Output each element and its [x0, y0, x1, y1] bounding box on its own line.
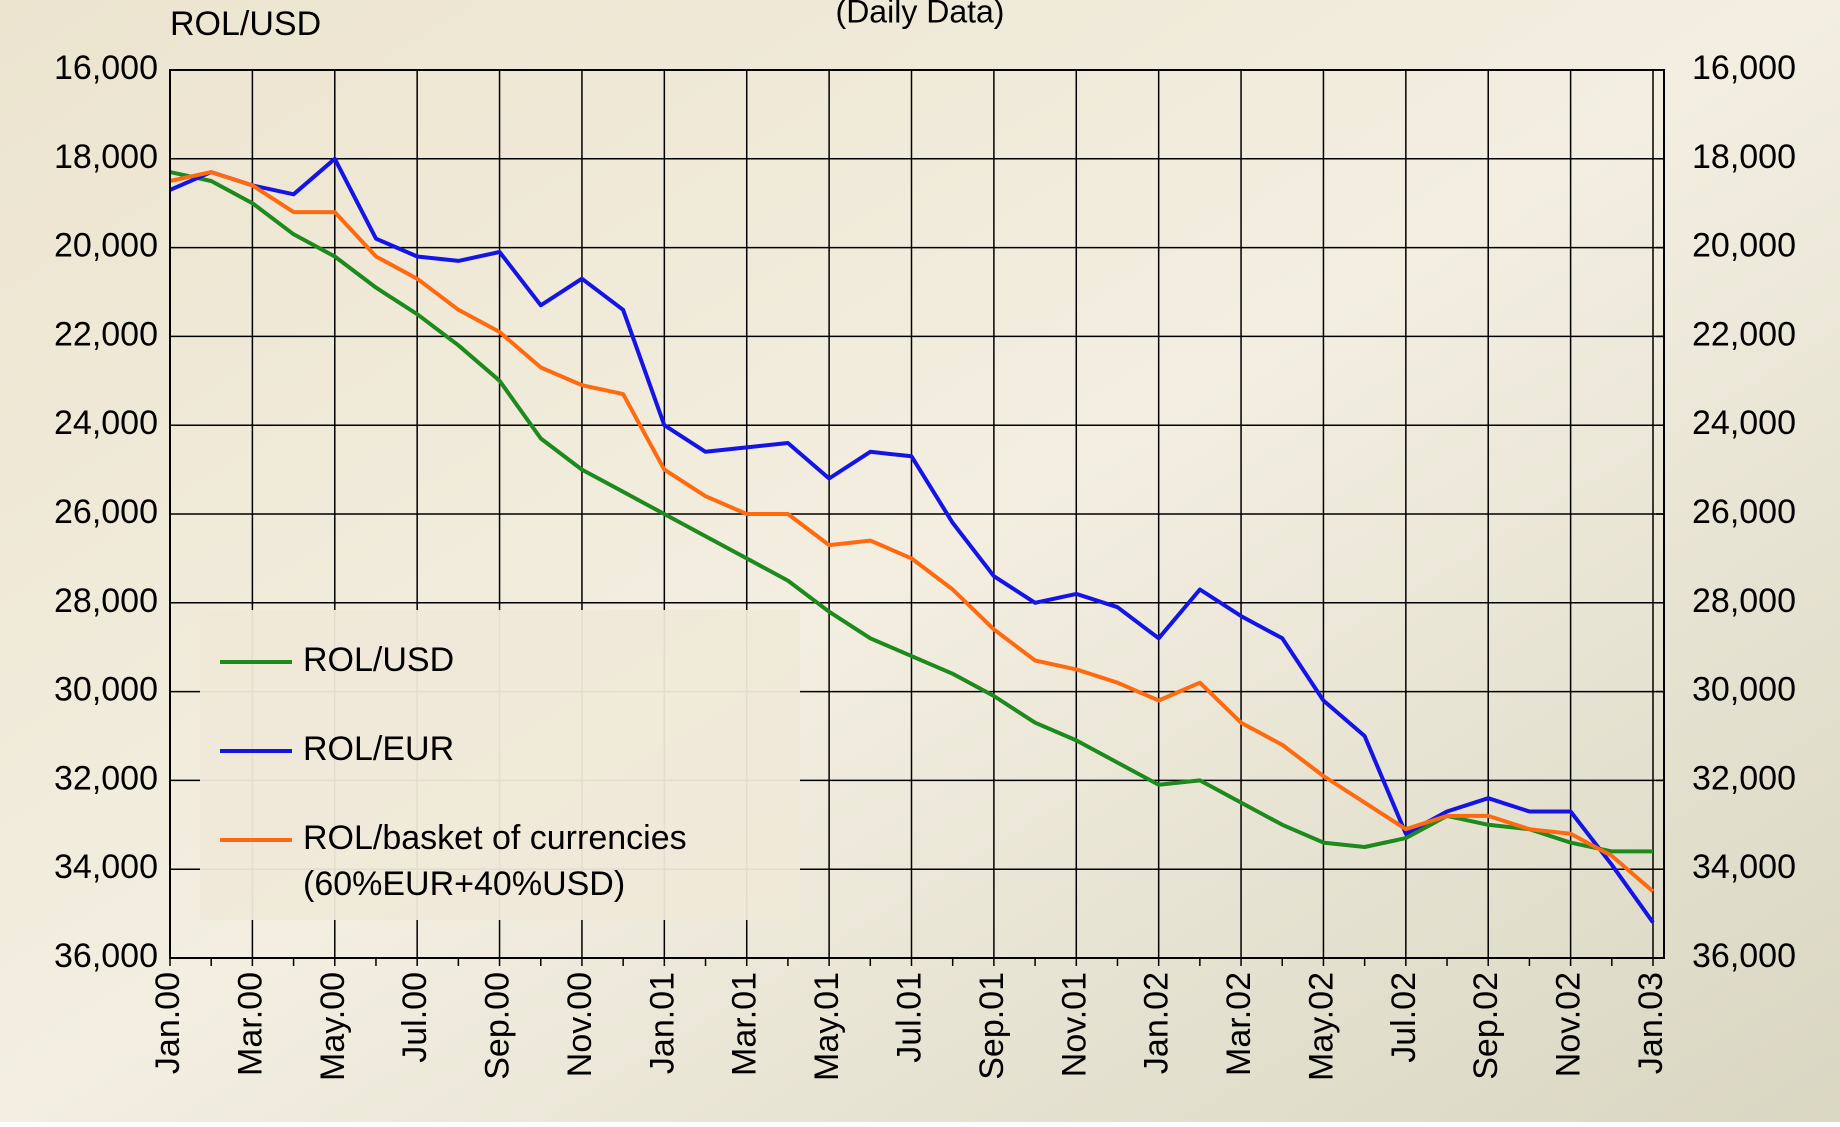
x-tick-label: Nov.01 [1055, 972, 1093, 1077]
x-tick-label: Sep.01 [973, 972, 1011, 1080]
y-tick-label: 16,000 [54, 49, 158, 87]
y2-tick-label: 36,000 [1692, 937, 1796, 975]
x-tick-label: Jul.02 [1385, 972, 1423, 1063]
y-tick-label: 24,000 [54, 404, 158, 442]
x-tick-label: Jan.00 [149, 972, 187, 1074]
y-tick-label: 28,000 [54, 582, 158, 620]
x-tick-label: Mar.00 [231, 972, 269, 1076]
y2-tick-label: 20,000 [1692, 227, 1796, 265]
series-line [169, 156, 1655, 924]
legend-label: ROL/basket of currencies (60%EUR+40%USD) [303, 819, 687, 903]
x-tick-label: May.02 [1302, 972, 1340, 1081]
x-tick-label: Jul.00 [396, 972, 434, 1063]
y-tick-label: 32,000 [54, 759, 158, 797]
x-tick-label: Jan.03 [1632, 972, 1670, 1074]
y-tick-label: 26,000 [54, 493, 158, 531]
y2-tick-label: 18,000 [1692, 138, 1796, 176]
x-tick-label: Nov.02 [1550, 972, 1588, 1077]
y-axis-label: ROL/USD [170, 5, 321, 43]
legend-label-line: (60%EUR+40%USD) [303, 865, 625, 903]
y2-tick-label: 16,000 [1692, 49, 1796, 87]
y-tick-label: 18,000 [54, 138, 158, 176]
y-tick-label: 20,000 [54, 227, 158, 265]
y-tick-label: 22,000 [54, 315, 158, 353]
y2-tick-label: 22,000 [1692, 315, 1796, 353]
x-tick-label: Nov.00 [561, 972, 599, 1077]
x-tick-label: Sep.02 [1467, 972, 1505, 1080]
legend-label: ROL/EUR [303, 730, 454, 768]
legend-box [200, 610, 800, 920]
x-tick-label: Jul.01 [890, 972, 928, 1063]
y2-tick-label: 30,000 [1692, 671, 1796, 709]
legend-label: ROL/USD [303, 641, 454, 679]
plot-area [169, 156, 1655, 924]
y-tick-label: 30,000 [54, 671, 158, 709]
x-tick-label: May.01 [808, 972, 846, 1081]
x-tick-label: Mar.01 [726, 972, 764, 1076]
series-line [169, 170, 1653, 854]
y2-tick-label: 32,000 [1692, 759, 1796, 797]
y2-tick-label: 26,000 [1692, 493, 1796, 531]
axes: 16,000 18,000 20,000 22,000 24,000 26,000 28,0… [54, 49, 1796, 1081]
y2-tick-label: 34,000 [1692, 848, 1796, 886]
x-tick-label: Jan.02 [1138, 972, 1176, 1074]
x-tick-label: Sep.00 [479, 972, 517, 1080]
x-tick-label: May.00 [314, 972, 352, 1081]
plot-border [169, 69, 1665, 959]
legend-label-line: ROL/basket of currencies [303, 819, 687, 857]
y2-tick-label: 24,000 [1692, 404, 1796, 442]
x-tick-label: Mar.02 [1220, 972, 1258, 1076]
legend: ROL/USD ROL/EUR ROL/basket of currencies (6… [200, 610, 800, 920]
y-tick-label: 36,000 [54, 937, 158, 975]
series-line [169, 170, 1655, 893]
chart-title: (Daily Data) [836, 0, 1005, 29]
y2-tick-label: 28,000 [1692, 582, 1796, 620]
y-tick-label: 34,000 [54, 848, 158, 886]
x-tick-label: Jan.01 [643, 972, 681, 1074]
